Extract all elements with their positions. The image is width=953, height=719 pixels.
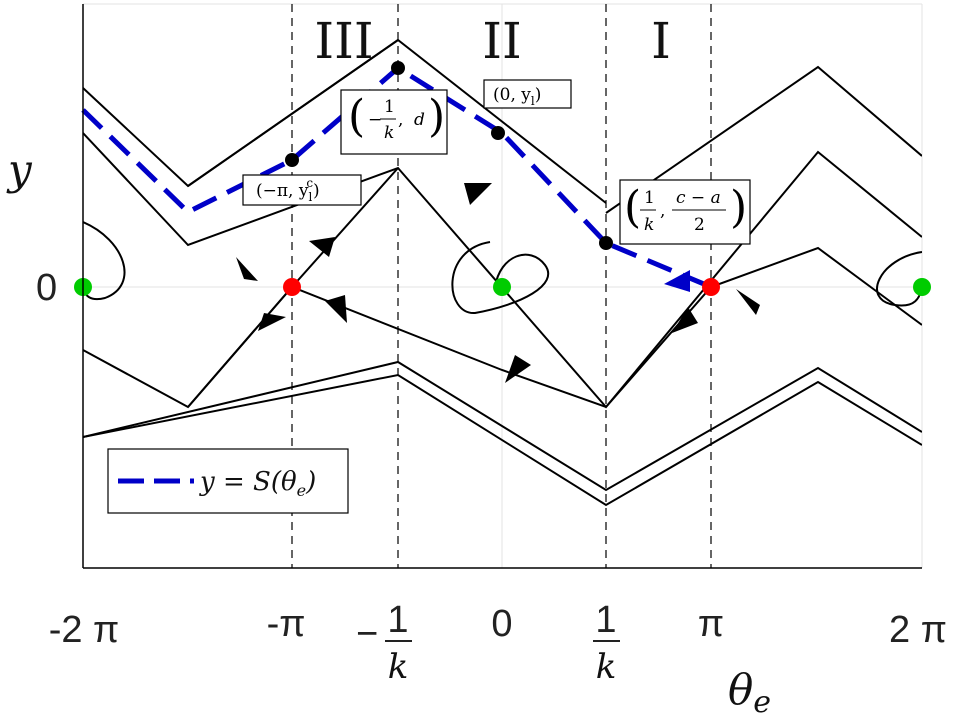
flow-arrows — [236, 183, 760, 383]
center-point — [493, 278, 511, 296]
trajectory-top-right — [605, 65, 922, 214]
center-point — [913, 278, 931, 296]
arrow-icon — [672, 307, 698, 333]
y-axis-label: y — [6, 145, 33, 194]
svg-text:−: − — [356, 613, 378, 655]
svg-text:,: , — [660, 201, 665, 221]
saddle-point — [283, 278, 301, 296]
svg-text:1: 1 — [595, 599, 616, 641]
trajectory-bottom-1 — [83, 373, 922, 507]
marked-points — [285, 61, 613, 250]
trajectory-main-upper — [187, 39, 399, 187]
x-tick-pi: π — [698, 603, 724, 645]
arrow-icon — [258, 313, 286, 331]
x-tick-neg-pi: -π — [267, 603, 306, 645]
arrow-icon — [736, 289, 760, 315]
svg-text:c − a: c − a — [676, 188, 721, 208]
svg-text:): ) — [428, 91, 445, 142]
svg-text:1: 1 — [644, 188, 655, 208]
region-label-I: I — [651, 12, 671, 70]
x-tick-zero: 0 — [491, 603, 512, 645]
svg-text:k: k — [644, 215, 654, 235]
svg-text:1: 1 — [384, 97, 395, 117]
saddle-point — [702, 278, 720, 296]
x-tick-neg-inv-k: − 1 k — [356, 599, 412, 687]
svg-text:): ) — [730, 182, 747, 233]
trajectory-lower — [83, 246, 922, 409]
annotation-neg-inv-k: ( − 1 k , d ) — [340, 89, 448, 155]
svg-text:y = S(θe): y = S(θe) — [199, 467, 316, 500]
annotation-inv-k: ( 1 k , c − a 2 ) — [619, 179, 751, 245]
svg-text:k: k — [388, 647, 409, 687]
svg-text:(−π, ylc): (−π, ylc) — [256, 176, 320, 204]
y-tick-zero: 0 — [36, 267, 57, 309]
svg-text:k: k — [596, 647, 617, 687]
arrow-icon — [464, 183, 492, 205]
annotation-zero: (0, yl) — [483, 79, 572, 109]
legend: y = S(θe) — [107, 448, 349, 514]
x-tick-2pi: 2 π — [889, 609, 947, 651]
arrow-icon — [325, 295, 347, 323]
spiral-center — [451, 241, 550, 315]
arrow-icon — [236, 257, 258, 281]
trajectory-bottom-2 — [83, 360, 922, 492]
svg-text:(: ( — [624, 182, 641, 233]
svg-text:(0, yl): (0, yl) — [493, 85, 541, 108]
svg-text:,: , — [398, 110, 403, 130]
svg-text:k: k — [384, 123, 394, 143]
svg-text:d: d — [414, 110, 425, 130]
x-tick-inv-k: 1 k — [593, 599, 620, 687]
spiral-right — [876, 251, 922, 307]
svg-text:1: 1 — [387, 599, 408, 641]
region-label-III: III — [314, 12, 373, 70]
svg-text:2: 2 — [694, 215, 705, 235]
region-label-II: II — [482, 12, 522, 70]
svg-text:(: ( — [348, 91, 365, 142]
svg-text:−: − — [368, 110, 382, 130]
arrow-icon — [309, 237, 335, 257]
arrow-icon — [664, 270, 690, 292]
x-tick-neg-2pi: -2 π — [49, 609, 120, 651]
annotation-neg-pi: (−π, ylc) — [242, 174, 362, 206]
x-axis-label: θe — [728, 665, 771, 719]
arrow-icon — [505, 355, 531, 383]
